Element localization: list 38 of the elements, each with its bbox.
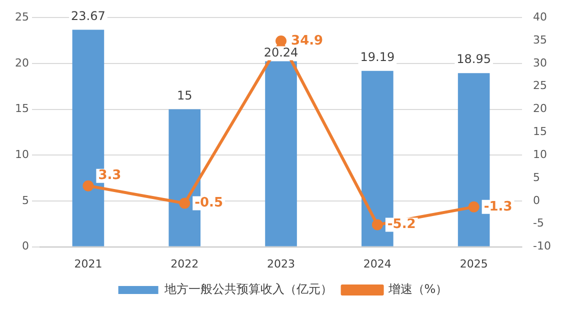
- x-tick-label: 2021: [74, 257, 102, 270]
- point: [372, 219, 383, 230]
- x-tick-label: 2023: [267, 257, 296, 270]
- data-label: 23.67: [71, 8, 106, 23]
- y2-tick-label: 35: [533, 33, 548, 46]
- x-tick-label: 2025: [460, 257, 488, 270]
- data-label: 20.24: [264, 45, 298, 60]
- y2-tick-label: 30: [533, 56, 548, 70]
- point: [179, 198, 190, 209]
- point: [276, 35, 287, 46]
- legend-label: 地方一般公共预算收入（亿元）: [163, 282, 332, 296]
- data-label: -1.3: [484, 199, 512, 214]
- y-tick-label: 10: [14, 148, 29, 161]
- y2-tick-label: 10: [533, 148, 548, 161]
- point: [468, 201, 480, 212]
- y2-tick-label: 15: [533, 125, 548, 138]
- y-tick-label: 0: [22, 240, 29, 253]
- data-label: 3.3: [98, 168, 122, 184]
- data-label: -5.2: [387, 217, 416, 232]
- y-tick-label: 20: [14, 56, 29, 70]
- y2-tick-label: 20: [533, 102, 548, 116]
- point: [82, 180, 94, 192]
- y2-tick-label: 25: [533, 79, 548, 92]
- y-tick-label: 15: [14, 102, 29, 116]
- x-tick-label: 2022: [170, 257, 199, 270]
- data-label: -0.5: [194, 196, 224, 211]
- data-label: 19.19: [360, 50, 395, 64]
- y2-tick-label: -10: [533, 240, 551, 253]
- y-tick-label: 5: [22, 194, 29, 207]
- data-label: 18.95: [456, 52, 492, 66]
- y2-tick-label: 40: [533, 10, 548, 24]
- legend-label: 增速（%）: [387, 282, 448, 296]
- y2-tick-label: -5: [533, 216, 544, 230]
- x-tick-label: 2024: [363, 257, 392, 270]
- y2-tick-label: 0: [533, 194, 540, 207]
- y-tick-label: 25: [14, 10, 29, 24]
- y2-tick-label: 5: [533, 170, 540, 184]
- data-label: 15: [176, 88, 192, 102]
